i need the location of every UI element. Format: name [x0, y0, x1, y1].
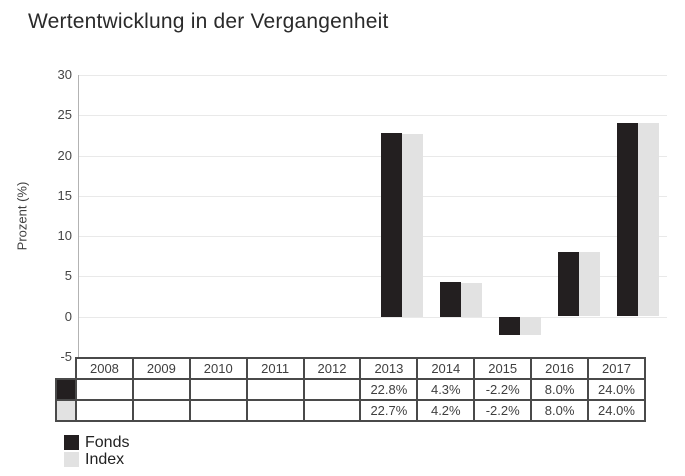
year-header-cell: 2010 — [188, 357, 248, 380]
y-tick-label: 30 — [57, 67, 72, 82]
chart-title: Wertentwicklung in der Vergangenheit — [28, 10, 389, 33]
legend-item-index: Index — [64, 451, 129, 468]
value-cell — [75, 399, 134, 422]
gridline-30 — [78, 75, 667, 76]
value-cell: 24.0% — [587, 399, 646, 422]
year-header-cell: 2016 — [530, 357, 590, 380]
gridline-5 — [78, 276, 667, 277]
value-cell — [245, 399, 305, 422]
year-header-cell: 2014 — [416, 357, 476, 380]
bar-index-2016 — [579, 252, 600, 316]
value-cell: 22.8% — [359, 378, 419, 401]
year-header-cell: 2011 — [245, 357, 305, 380]
bar-fonds-2013 — [381, 133, 402, 317]
gridline-0 — [78, 317, 667, 318]
y-tick-label: 20 — [57, 148, 72, 163]
index-legend-swatch — [64, 452, 79, 467]
bar-fonds-2016 — [558, 252, 579, 316]
y-axis-line — [78, 75, 79, 357]
value-cell — [188, 399, 248, 422]
table-row-index: 22.7% 4.2% -2.2% 8.0% 24.0% — [55, 399, 646, 422]
bar-index-2014 — [461, 283, 482, 317]
year-header-cell: 2009 — [131, 357, 191, 380]
year-header-cell: 2013 — [359, 357, 419, 380]
index-swatch-cell — [55, 399, 77, 422]
gridline-20 — [78, 156, 667, 157]
value-cell: 8.0% — [530, 399, 590, 422]
value-cell — [188, 378, 248, 401]
value-cell: 4.3% — [416, 378, 476, 401]
y-tick-label: -5 — [60, 349, 72, 364]
year-header-cell: 2017 — [587, 357, 646, 380]
fonds-legend-swatch — [64, 435, 79, 450]
bar-index-2015 — [520, 317, 541, 335]
gridline-15 — [78, 196, 667, 197]
y-tick-label: 25 — [57, 107, 72, 122]
bar-fonds-2017 — [617, 123, 638, 316]
y-tick-label: 0 — [64, 309, 72, 324]
value-cell: -2.2% — [473, 399, 533, 422]
value-cell: -2.2% — [473, 378, 533, 401]
legend: Fonds Index — [64, 434, 129, 468]
gridline-10 — [78, 236, 667, 237]
year-header-cell: 2008 — [75, 357, 134, 380]
bar-fonds-2014 — [440, 282, 461, 317]
y-tick-label: 5 — [64, 268, 72, 283]
bar-index-2017 — [638, 123, 659, 316]
data-table: 2008 2009 2010 2011 2012 2013 2014 2015 2016 2017… — [55, 357, 646, 422]
gridline-25 — [78, 115, 667, 116]
bar-fonds-2015 — [499, 317, 520, 335]
legend-label: Fonds — [85, 434, 130, 451]
table-header-row: 2008 2009 2010 2011 2012 2013 2014 2015 2016 2017 — [56, 357, 646, 380]
value-cell: 24.0% — [587, 378, 646, 401]
value-cell — [131, 399, 191, 422]
fonds-swatch-cell — [55, 378, 77, 401]
value-cell — [302, 378, 362, 401]
table-corner-cell — [56, 358, 76, 379]
y-tick-label: 10 — [57, 228, 72, 243]
year-header-cell: 2015 — [473, 357, 533, 380]
table-row-fonds: 22.8% 4.3% -2.2% 8.0% 24.0% — [55, 378, 646, 401]
legend-item-fonds: Fonds — [64, 434, 129, 451]
legend-label: Index — [85, 451, 125, 468]
value-cell — [131, 378, 191, 401]
value-cell — [75, 378, 134, 401]
value-cell: 4.2% — [416, 399, 476, 422]
value-cell: 22.7% — [359, 399, 419, 422]
value-cell — [245, 378, 305, 401]
value-cell — [302, 399, 362, 422]
value-cell: 8.0% — [530, 378, 590, 401]
year-header-cell: 2012 — [302, 357, 362, 380]
y-tick-label: 15 — [57, 188, 72, 203]
bar-index-2013 — [402, 134, 423, 317]
